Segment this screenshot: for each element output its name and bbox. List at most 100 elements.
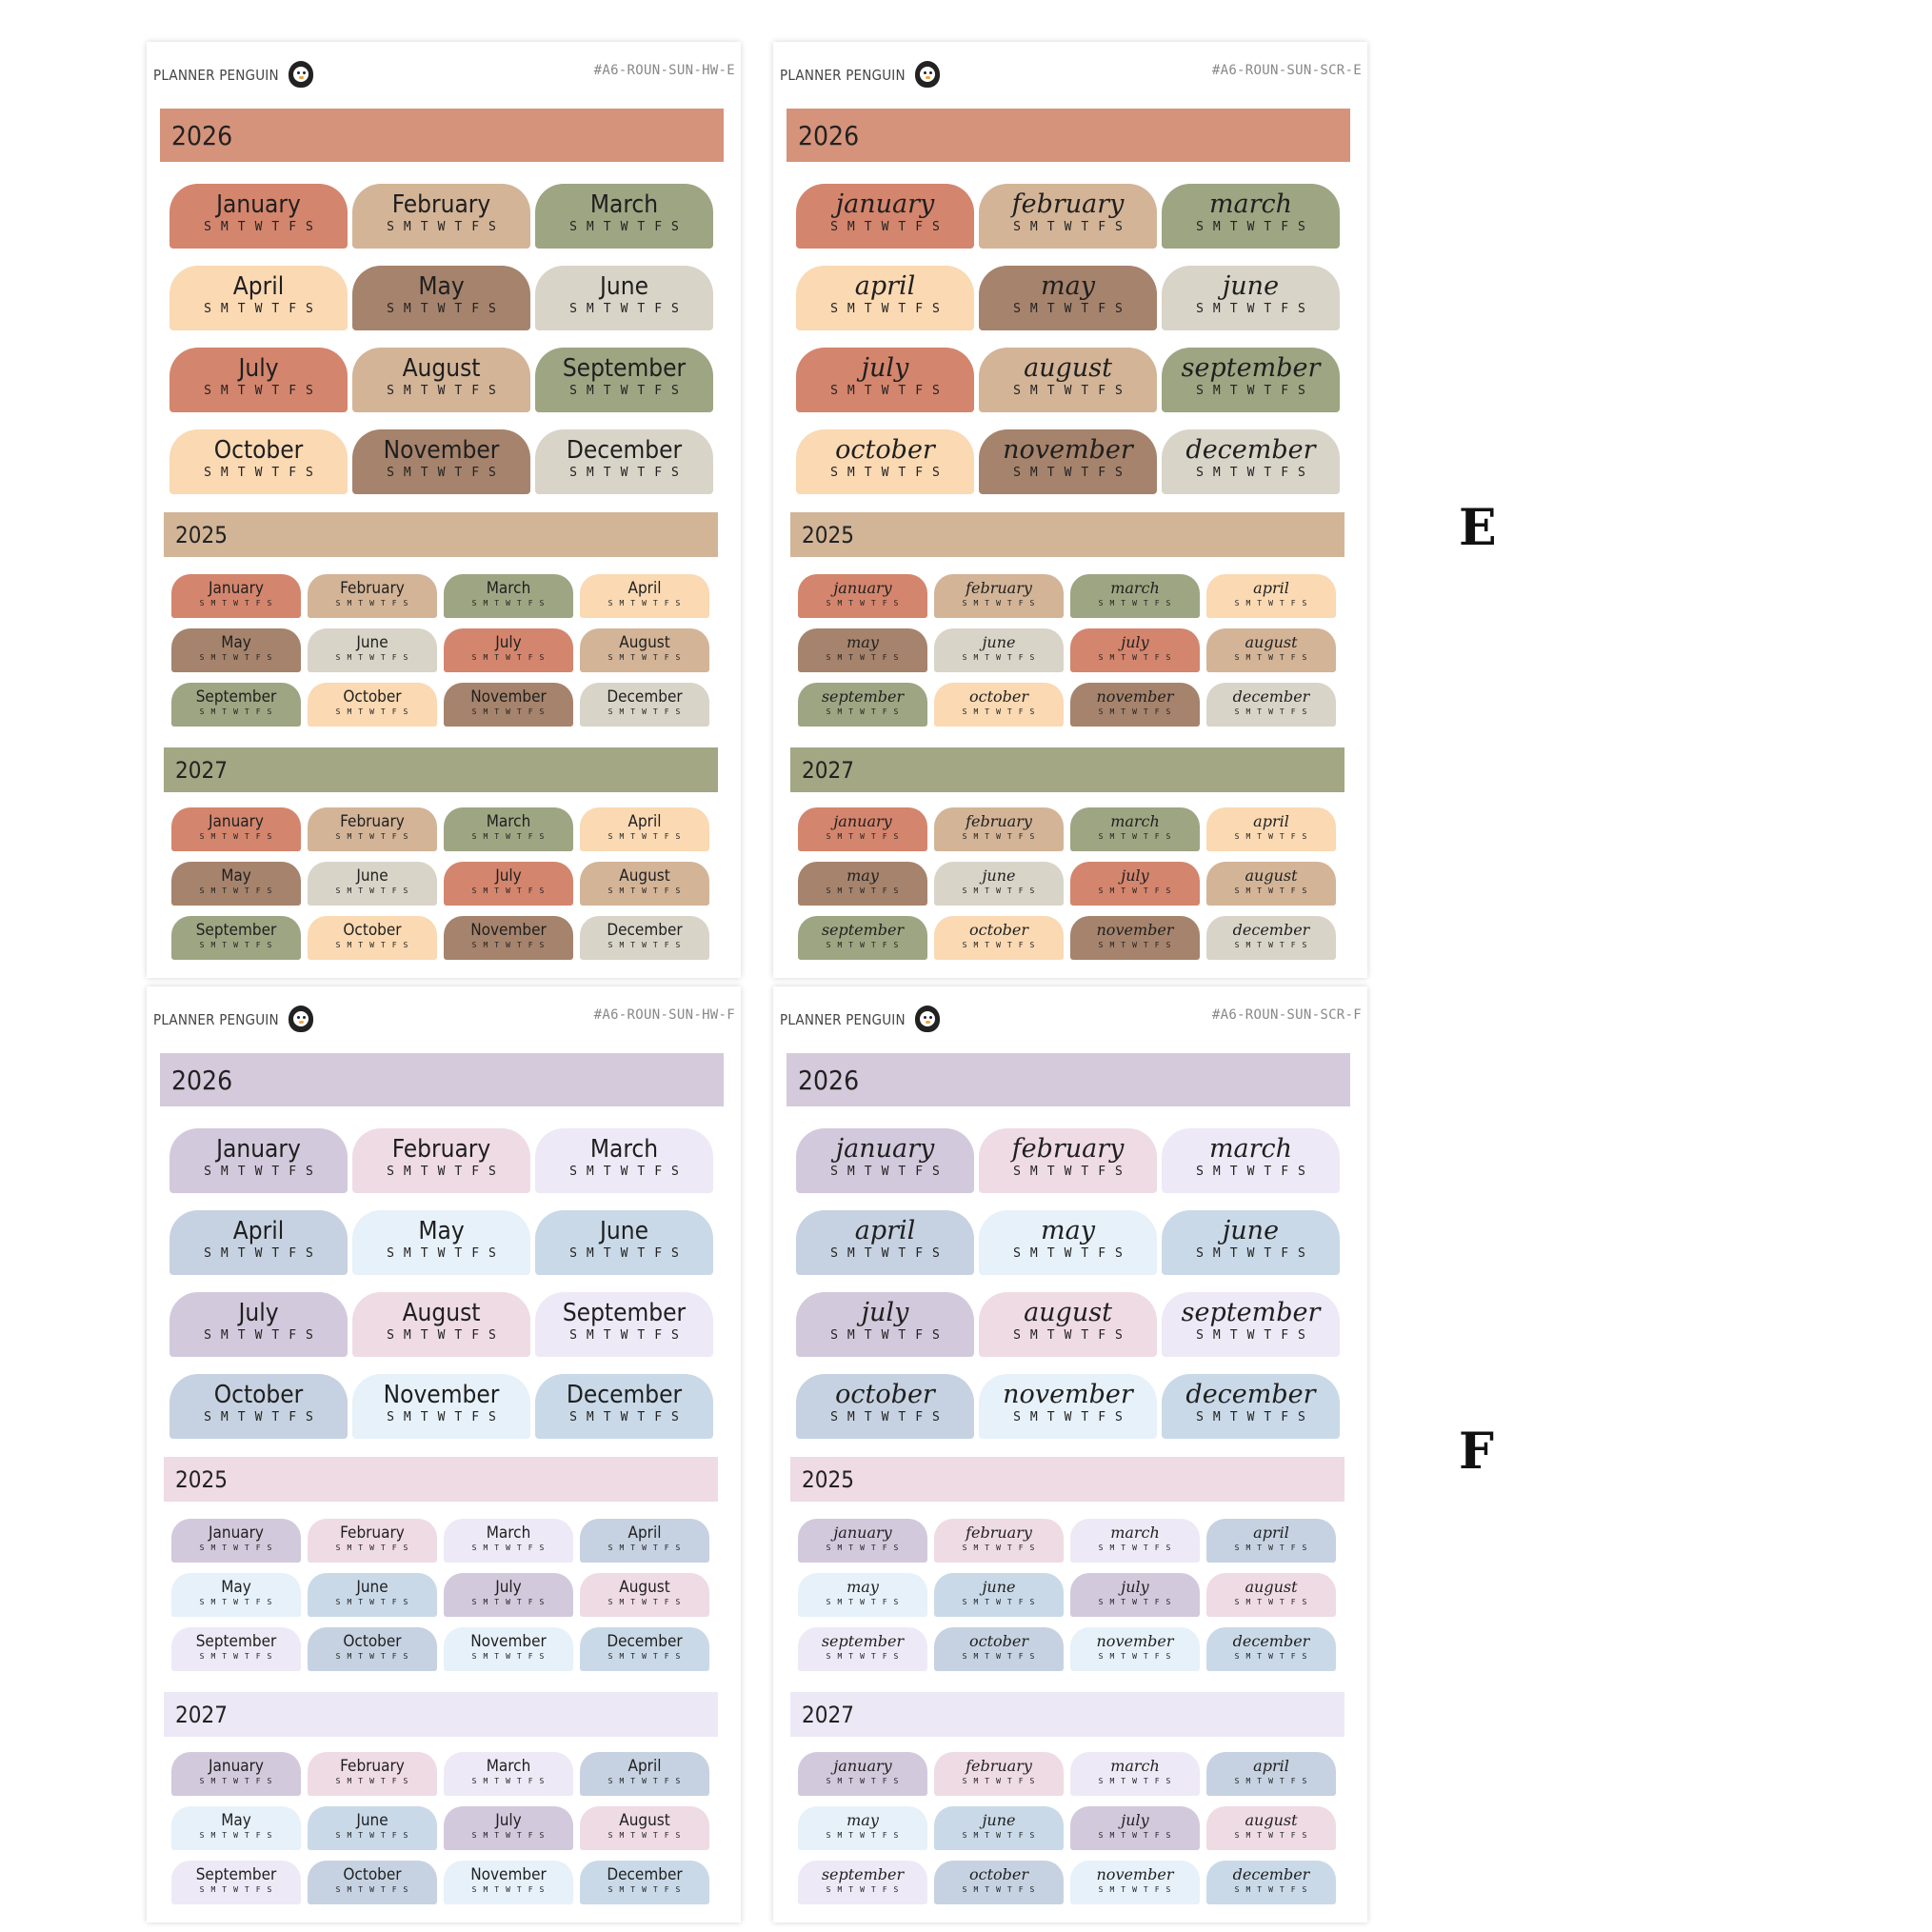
month-label: November (470, 921, 547, 940)
month-tab-2025: April SMTWTFS (580, 1519, 709, 1563)
month-label: july (1121, 866, 1149, 885)
month-tab-2026: november SMTWTFS (979, 1374, 1157, 1439)
month-label: July (495, 866, 522, 886)
sticker-sheet-scr-e: PLANNER PENGUIN #A6-ROUN-SUN-SCR-E 2026 202… (773, 42, 1367, 978)
month-label: january (833, 1524, 892, 1542)
weekday-row: SMTWTFS (1013, 220, 1132, 234)
month-label: november (1096, 1865, 1174, 1883)
month-label: may (1041, 1216, 1095, 1245)
month-tab-2026: october SMTWTFS (796, 1374, 974, 1439)
weekday-row: SMTWTFS (569, 1328, 688, 1343)
weekday-row: SMTWTFS (199, 1831, 279, 1840)
month-tab-2025: January SMTWTFS (171, 1519, 301, 1563)
month-tab-2025: december SMTWTFS (1206, 1627, 1336, 1671)
weekday-row: SMTWTFS (471, 599, 551, 607)
month-label: December (607, 687, 683, 707)
month-tab-2026: August SMTWTFS (352, 348, 530, 412)
month-label: March (486, 812, 531, 831)
sheet-header: PLANNER PENGUIN #A6-ROUN-SUN-HW-F (147, 986, 741, 1051)
weekday-row: SMTWTFS (826, 1777, 906, 1785)
month-tab-2026: October SMTWTFS (169, 1374, 348, 1439)
month-tab-2025: June SMTWTFS (308, 1573, 437, 1617)
weekday-row: SMTWTFS (199, 886, 279, 895)
weekday-row: SMTWTFS (1013, 466, 1132, 480)
month-label: september (821, 687, 905, 706)
weekday-row: SMTWTFS (607, 599, 687, 607)
weekday-row: SMTWTFS (1234, 1777, 1314, 1785)
month-tab-2026: august SMTWTFS (979, 348, 1157, 412)
month-label: march (1208, 189, 1293, 219)
month-label: April (627, 812, 662, 831)
month-label: January (209, 812, 264, 831)
month-label: june (982, 633, 1016, 651)
month-tab-2026: November SMTWTFS (352, 1374, 530, 1439)
month-tab-2026: October SMTWTFS (169, 429, 348, 494)
weekday-row: SMTWTFS (830, 384, 949, 398)
weekday-row: SMTWTFS (1196, 1246, 1315, 1261)
month-label: march (1110, 579, 1160, 597)
month-tab-2025: May SMTWTFS (171, 628, 301, 672)
penguin-logo-icon (911, 59, 944, 91)
month-tab-2026: May SMTWTFS (352, 1210, 530, 1275)
month-label: May (418, 272, 465, 301)
weekday-row: SMTWTFS (826, 832, 906, 841)
month-label: january (833, 1757, 892, 1775)
month-label: march (1110, 1524, 1160, 1542)
month-tab-2025: June SMTWTFS (308, 628, 437, 672)
weekday-row: SMTWTFS (1098, 1885, 1178, 1894)
weekday-row: SMTWTFS (199, 1598, 279, 1606)
weekday-row: SMTWTFS (199, 653, 279, 662)
month-label: december (1232, 1865, 1310, 1883)
weekday-row: SMTWTFS (335, 599, 415, 607)
weekday-row: SMTWTFS (199, 1652, 279, 1661)
weekday-row: SMTWTFS (204, 1165, 323, 1179)
weekday-row: SMTWTFS (830, 1328, 949, 1343)
weekday-row: SMTWTFS (1013, 384, 1132, 398)
weekday-row: SMTWTFS (199, 1544, 279, 1552)
brand-name: PLANNER PENGUIN (780, 59, 944, 91)
weekday-row: SMTWTFS (826, 1885, 906, 1894)
month-label: april (854, 271, 916, 301)
month-tab-2025: may SMTWTFS (798, 628, 927, 672)
month-label: october (968, 1632, 1028, 1650)
weekday-row: SMTWTFS (335, 1544, 415, 1552)
month-tab-2025: September SMTWTFS (171, 683, 301, 727)
month-tab-2026: November SMTWTFS (352, 429, 530, 494)
year-bar-2027: 2027 (164, 1692, 718, 1737)
month-tab-2027: November SMTWTFS (444, 1861, 573, 1904)
month-tab-2027: june SMTWTFS (934, 862, 1064, 906)
month-label: July (238, 1299, 279, 1327)
month-tab-2027: May SMTWTFS (171, 1806, 301, 1850)
month-tab-2027: march SMTWTFS (1070, 1752, 1200, 1796)
month-tab-2025: may SMTWTFS (798, 1573, 927, 1617)
sticker-sheet-hw-f: PLANNER PENGUIN #A6-ROUN-SUN-HW-F 2026 2025… (147, 986, 741, 1922)
weekday-row: SMTWTFS (204, 220, 323, 234)
month-tab-2026: July SMTWTFS (169, 348, 348, 412)
weekday-row: SMTWTFS (335, 1652, 415, 1661)
month-tab-2025: January SMTWTFS (171, 574, 301, 618)
month-label: December (566, 436, 683, 465)
month-label: January (216, 190, 301, 219)
month-label: August (402, 354, 481, 383)
month-tab-2027: October SMTWTFS (308, 1861, 437, 1904)
weekday-row: SMTWTFS (471, 653, 551, 662)
month-label: september (821, 1632, 905, 1650)
month-tab-2027: july SMTWTFS (1070, 862, 1200, 906)
month-tab-2026: june SMTWTFS (1162, 1210, 1340, 1275)
weekday-row: SMTWTFS (199, 707, 279, 716)
month-label: december (1232, 921, 1310, 939)
month-tab-2026: February SMTWTFS (352, 1128, 530, 1193)
month-tab-2026: February SMTWTFS (352, 184, 530, 249)
month-label: march (1110, 812, 1160, 830)
month-tab-2027: may SMTWTFS (798, 862, 927, 906)
month-tab-2025: february SMTWTFS (934, 1519, 1064, 1563)
month-tab-2027: June SMTWTFS (308, 1806, 437, 1850)
month-tab-2027: april SMTWTFS (1206, 807, 1336, 851)
month-tab-2026: August SMTWTFS (352, 1292, 530, 1357)
month-tab-2027: january SMTWTFS (798, 1752, 927, 1796)
month-label: august (1024, 1298, 1112, 1327)
month-tab-2025: august SMTWTFS (1206, 1573, 1336, 1617)
month-tab-2026: December SMTWTFS (535, 1374, 713, 1439)
month-tab-2026: April SMTWTFS (169, 1210, 348, 1275)
month-tab-2026: July SMTWTFS (169, 1292, 348, 1357)
